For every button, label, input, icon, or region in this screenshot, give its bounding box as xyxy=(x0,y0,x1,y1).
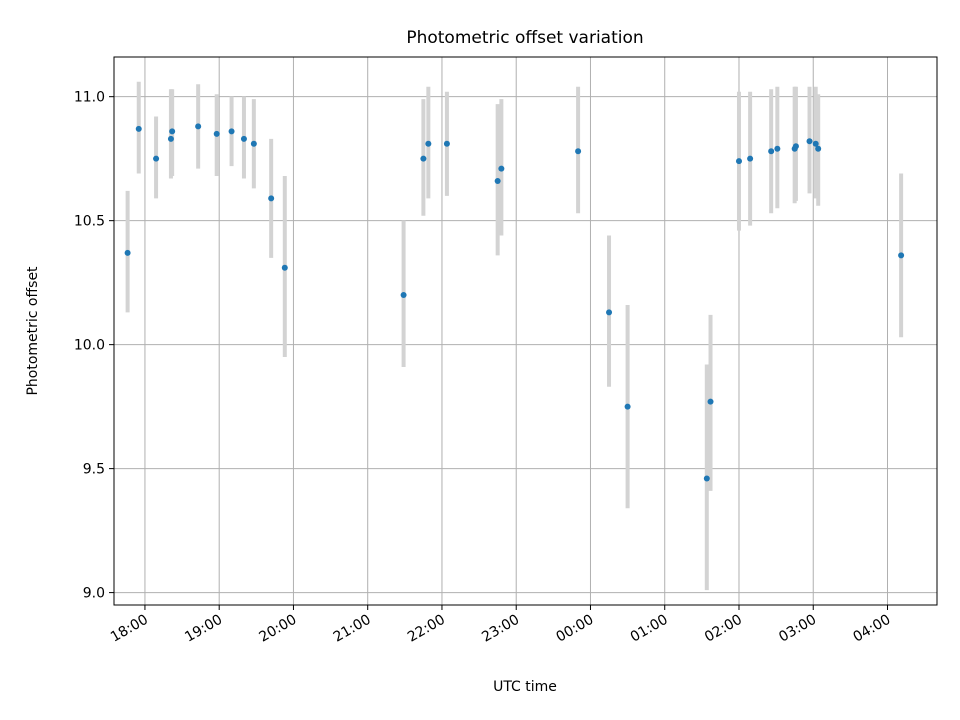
x-tick-label: 23:00 xyxy=(479,612,522,646)
y-tick-label: 11.0 xyxy=(74,90,105,106)
y-tick-label: 9.0 xyxy=(83,586,105,602)
data-point xyxy=(281,264,288,271)
data-point xyxy=(443,140,450,147)
data-point xyxy=(213,130,220,137)
x-axis-ticks: 18:00 19:00 20:00 21:00 22:00 23:00 00:00 01:00… xyxy=(108,605,894,646)
data-points xyxy=(124,123,905,482)
x-tick-label: 18:00 xyxy=(108,612,151,646)
data-point xyxy=(425,140,432,147)
data-point xyxy=(575,148,582,155)
data-point xyxy=(153,155,160,162)
data-point xyxy=(792,143,799,150)
data-point xyxy=(898,252,905,259)
x-tick-label: 04:00 xyxy=(851,612,894,646)
data-point xyxy=(240,135,247,142)
data-point xyxy=(812,140,819,147)
y-tick-label: 10.5 xyxy=(74,214,105,230)
x-tick-label: 20:00 xyxy=(256,612,299,646)
x-tick-label: 00:00 xyxy=(554,612,597,646)
data-point xyxy=(195,123,202,130)
x-tick-label: 19:00 xyxy=(182,612,225,646)
y-axis-ticks: 9.0 9.5 10.0 10.5 11.0 xyxy=(74,90,114,602)
data-point xyxy=(815,145,822,152)
data-point xyxy=(768,148,775,155)
x-tick-label: 01:00 xyxy=(628,612,671,646)
data-point xyxy=(420,155,427,162)
data-point xyxy=(747,155,754,162)
x-tick-label: 22:00 xyxy=(405,612,448,646)
plot-area-frame xyxy=(113,56,938,606)
data-point xyxy=(703,475,710,482)
y-tick-label: 9.5 xyxy=(83,462,105,478)
x-tick-label: 03:00 xyxy=(776,612,819,646)
x-axis-label: UTC time xyxy=(493,679,557,695)
y-tick-label: 10.0 xyxy=(74,338,105,354)
data-point xyxy=(806,138,813,145)
data-point xyxy=(169,128,176,135)
data-point xyxy=(268,195,275,202)
data-point xyxy=(167,135,174,142)
x-tick-label: 21:00 xyxy=(331,612,374,646)
data-point xyxy=(250,140,257,147)
data-point xyxy=(735,158,742,165)
data-point xyxy=(228,128,235,135)
grid xyxy=(114,57,937,605)
data-point xyxy=(606,309,613,316)
data-point xyxy=(624,403,631,410)
x-tick-label: 02:00 xyxy=(702,612,745,646)
data-point xyxy=(135,125,142,132)
y-axis-label: Photometric offset xyxy=(25,266,41,396)
error-bars xyxy=(125,81,904,591)
data-point xyxy=(400,292,407,299)
data-point xyxy=(124,249,131,256)
data-point xyxy=(707,398,714,405)
chart-title: Photometric offset variation xyxy=(406,28,643,48)
data-point xyxy=(498,165,505,172)
data-point xyxy=(774,145,781,152)
data-point xyxy=(494,177,501,184)
